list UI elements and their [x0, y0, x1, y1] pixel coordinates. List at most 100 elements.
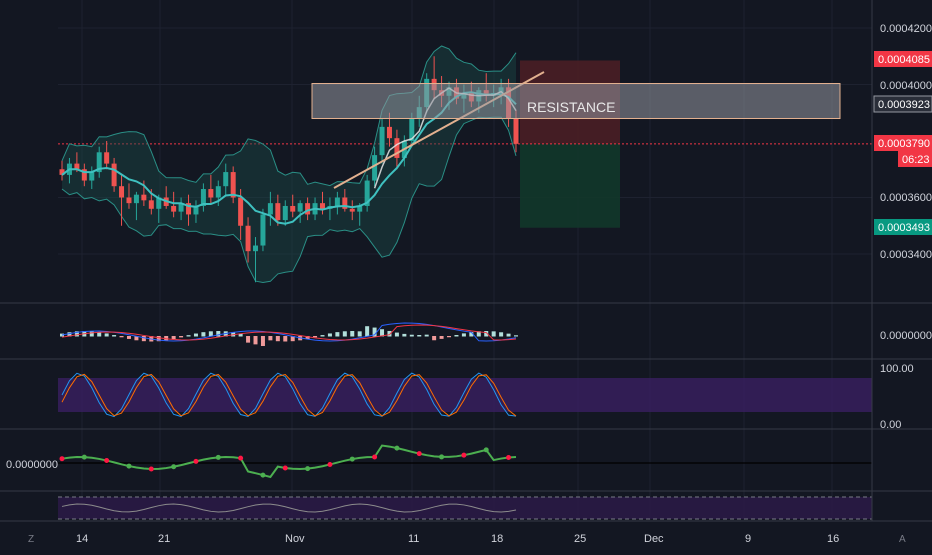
momentum-dot [439, 454, 445, 460]
resistance-rectangle[interactable] [311, 83, 841, 119]
price-label-0.00034: 0.0003400 [880, 249, 932, 261]
momentum-dot [506, 455, 512, 461]
candle-body [119, 186, 125, 198]
zoom-button[interactable]: Z [28, 534, 34, 545]
price-axis[interactable]: 0.0004200 0.0004000 0.0003600 0.0003400 … [6, 23, 932, 471]
candle-body [305, 203, 311, 215]
stochastic-pane [58, 372, 872, 418]
indicator-panes [58, 322, 872, 520]
macd-histogram-bar [112, 335, 117, 337]
momentum-dot [148, 466, 154, 472]
target-price-badge [874, 219, 932, 235]
candle-body [133, 194, 139, 204]
macd-histogram-bar [208, 331, 213, 337]
macd-histogram-bar [179, 336, 184, 338]
candle [119, 174, 125, 226]
macd-histogram-bar [394, 332, 399, 337]
momentum-dot [171, 464, 177, 470]
macd-histogram-bar [275, 336, 280, 342]
candle-body [260, 214, 266, 246]
stoch-axis-100: 100.00 [880, 363, 914, 375]
resistance-box[interactable]: RESISTANCE [311, 83, 841, 119]
macd-histogram-bar [60, 333, 64, 337]
macd-histogram-bar [238, 333, 243, 337]
candle-body [215, 186, 221, 198]
candle [111, 157, 117, 192]
macd-histogram-bar [126, 336, 131, 339]
pane-dividers[interactable] [0, 0, 932, 522]
candle-body [357, 205, 363, 212]
candle-body [253, 245, 259, 252]
macd-histogram-bar [439, 336, 444, 339]
target-price-text: 0.0003493 [878, 222, 930, 234]
macd-histogram-bar [186, 335, 191, 337]
macd-histogram-bar [491, 331, 496, 337]
time-label-14: 14 [76, 533, 88, 545]
candle [305, 197, 311, 221]
candle-body [200, 189, 206, 206]
candle-body [223, 172, 229, 187]
candle-body [349, 208, 355, 212]
candle-body [342, 197, 348, 209]
macd-histogram-bar [171, 336, 176, 340]
momentum-dot [215, 454, 221, 460]
resistance-label: RESISTANCE [527, 99, 615, 115]
price-label-0.00040: 0.0004000 [880, 80, 932, 92]
macd-signal-line [61, 324, 517, 341]
candle [275, 194, 281, 226]
macd-histogram-bar [216, 331, 221, 337]
candle-body [267, 203, 273, 215]
candle-body [141, 194, 147, 201]
candle-body [409, 118, 415, 141]
momentum-dot [416, 451, 422, 457]
candle-body [319, 203, 325, 209]
candle-body [282, 205, 288, 221]
auto-scale-button[interactable]: A [899, 534, 906, 545]
candle-body [59, 169, 65, 175]
macd-histogram-bar [402, 333, 407, 337]
bollinger-upper [61, 45, 517, 187]
macd-histogram-bar [320, 335, 325, 337]
candle-body [193, 205, 199, 215]
stop-price-text: 0.0004085 [878, 54, 930, 66]
macd-histogram-bar [387, 330, 392, 337]
candle [349, 200, 355, 221]
bollinger-lower [61, 116, 517, 284]
candle [104, 141, 110, 170]
stochastic-d [61, 373, 517, 417]
candle-body [238, 197, 244, 226]
macd-histogram-bar [67, 332, 72, 337]
macd-histogram-bar [246, 336, 251, 343]
countdown-badge [898, 151, 932, 167]
macd-histogram-bar [424, 334, 429, 337]
candle [89, 166, 95, 190]
candle [59, 160, 65, 181]
candle [230, 166, 236, 204]
macd-histogram-bar [335, 332, 340, 337]
rsi-pane [58, 496, 872, 520]
current-price-badge [874, 135, 932, 151]
momentum-dot [104, 458, 110, 464]
candle-body [394, 138, 400, 158]
candle [297, 200, 303, 223]
time-axis[interactable]: 14 21 Nov 11 18 25 Dec 9 16 Z A [28, 533, 906, 545]
candle [171, 191, 177, 218]
candle [193, 200, 199, 223]
candle-body [186, 203, 192, 215]
macd-histogram-bar [156, 336, 161, 342]
candle [290, 194, 296, 218]
candle [223, 163, 229, 195]
candle-body [104, 152, 110, 164]
macd-histogram-bar [283, 336, 288, 342]
macd-histogram-bar [134, 336, 139, 341]
candle-body [126, 197, 132, 204]
macd-histogram-bar [476, 331, 481, 337]
candle-body [513, 118, 519, 144]
candle [319, 191, 325, 215]
candle [133, 191, 139, 221]
candle [342, 189, 348, 212]
time-label-9: 9 [745, 533, 751, 545]
rsi-line [61, 503, 517, 513]
take-profit-zone [520, 143, 620, 228]
